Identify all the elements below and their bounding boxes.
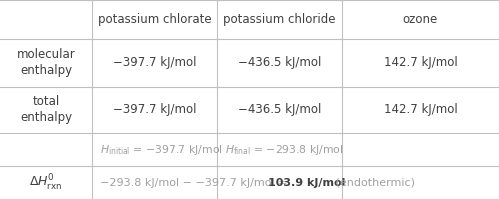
Text: −436.5 kJ/mol: −436.5 kJ/mol (238, 103, 321, 116)
Text: (endothermic): (endothermic) (332, 178, 415, 188)
Text: potassium chlorate: potassium chlorate (98, 13, 212, 26)
Text: −436.5 kJ/mol: −436.5 kJ/mol (238, 56, 321, 69)
Text: ozone: ozone (403, 13, 438, 26)
Text: $\Delta H^0_{\rm rxn}$: $\Delta H^0_{\rm rxn}$ (29, 173, 63, 193)
Text: potassium chloride: potassium chloride (223, 13, 336, 26)
Text: 142.7 kJ/mol: 142.7 kJ/mol (384, 103, 457, 116)
Text: total
enthalpy: total enthalpy (20, 96, 72, 124)
Text: −397.7 kJ/mol: −397.7 kJ/mol (113, 103, 197, 116)
Text: 142.7 kJ/mol: 142.7 kJ/mol (384, 56, 457, 69)
Text: −397.7 kJ/mol: −397.7 kJ/mol (113, 56, 197, 69)
Text: $\mathit{H}_{\rm final}$ = −293.8 kJ/mol: $\mathit{H}_{\rm final}$ = −293.8 kJ/mol (225, 143, 343, 157)
Text: −293.8 kJ/mol − −397.7 kJ/mol =: −293.8 kJ/mol − −397.7 kJ/mol = (100, 178, 291, 188)
Text: 103.9 kJ/mol: 103.9 kJ/mol (268, 178, 346, 188)
Text: molecular
enthalpy: molecular enthalpy (17, 48, 75, 77)
Text: $\mathit{H}_{\rm initial}$ = −397.7 kJ/mol: $\mathit{H}_{\rm initial}$ = −397.7 kJ/m… (100, 143, 223, 157)
